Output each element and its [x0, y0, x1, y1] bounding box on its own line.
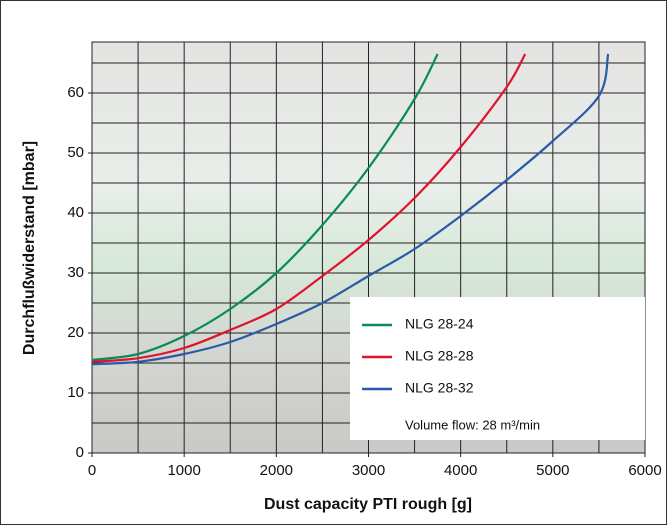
x-axis-label: Dust capacity PTI rough [g]: [264, 496, 472, 513]
annotation: Volume flow: 28 m³/min: [405, 417, 540, 432]
legend-label: NLG 28-32: [405, 380, 474, 396]
x-tick-label: 3000: [352, 462, 385, 479]
y-tick-label: 40: [67, 204, 84, 221]
x-tick-label: 1000: [167, 462, 200, 479]
lines: [91, 53, 610, 366]
legend-label: NLG 28-24: [405, 316, 474, 332]
y-axis-label: Durchflußwiderstand [mbar]: [21, 141, 38, 355]
y-tick-label: 60: [67, 84, 84, 101]
legend: NLG 28-24 NLG 28-28 NLG 28-32: [362, 316, 474, 396]
series-line: [91, 53, 610, 366]
x-tick-label: 5000: [536, 462, 569, 479]
legend-label: NLG 28-28: [405, 348, 474, 364]
y-tick-label: 30: [67, 264, 84, 281]
y-tick-label: 50: [67, 144, 84, 161]
legend-box: [350, 297, 645, 440]
x-tick-label: 0: [88, 462, 96, 479]
series-line: [91, 53, 439, 362]
y-tick-label: 0: [76, 444, 84, 461]
series-line: [91, 53, 527, 363]
x-tick-label: 2000: [260, 462, 293, 479]
x-tick-label: 4000: [444, 462, 477, 479]
y-tick-label: 10: [67, 384, 84, 401]
y-tick-label: 20: [67, 324, 84, 341]
x-tick-label: 6000: [628, 462, 661, 479]
